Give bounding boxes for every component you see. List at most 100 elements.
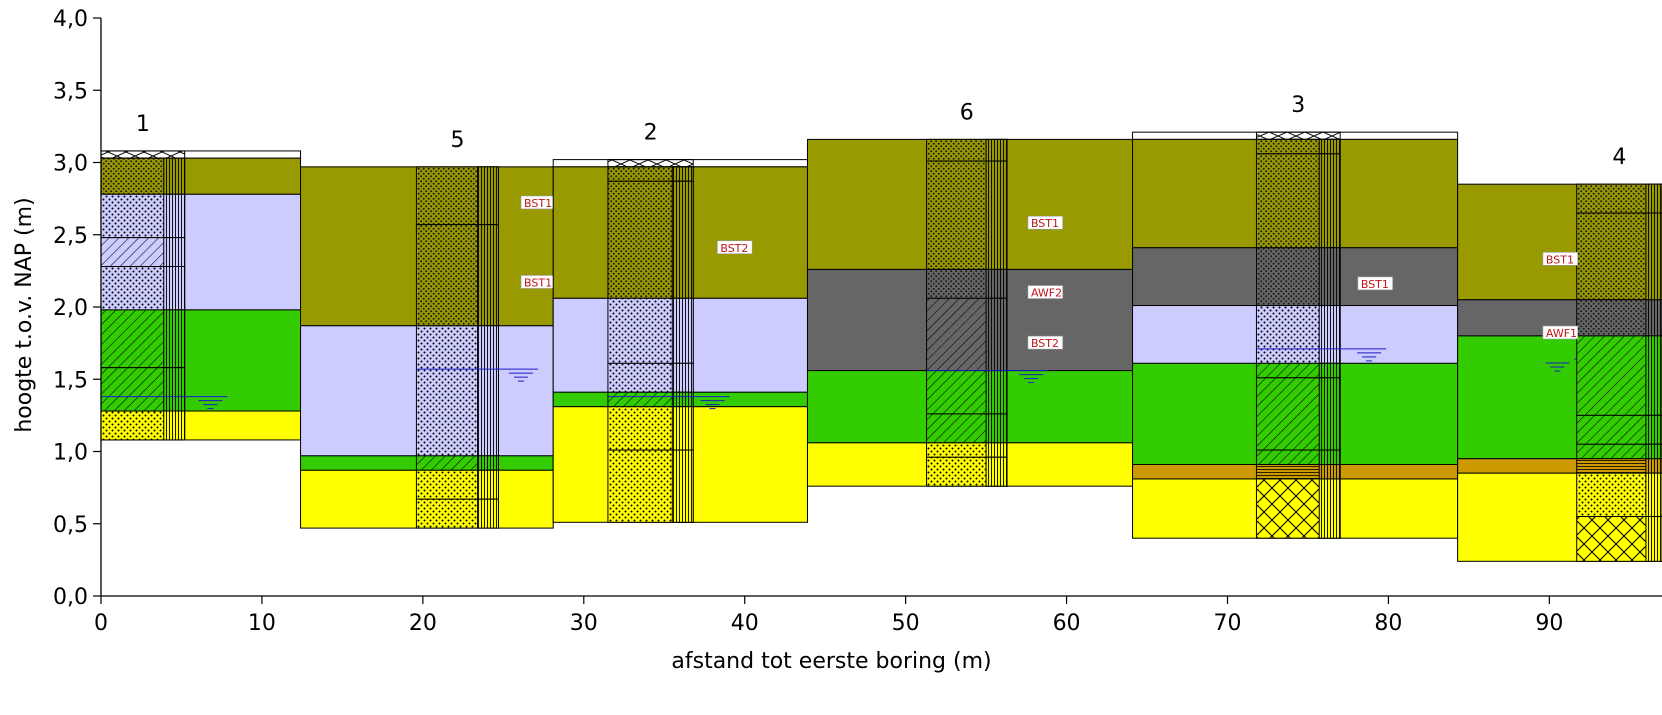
x-tick-label: 70 xyxy=(1213,611,1241,636)
column-strip-pattern xyxy=(1645,414,1662,445)
y-tick-label: 2,5 xyxy=(53,224,88,249)
column-strip-pattern xyxy=(985,442,1008,458)
y-axis-title: hoogte t.o.v. NAP (m) xyxy=(12,197,37,432)
borehole-3: 3 BST1 xyxy=(1132,93,1459,539)
column-strip-pattern xyxy=(671,180,694,299)
column-strip-pattern xyxy=(1645,443,1662,460)
x-tick-label: 60 xyxy=(1053,611,1081,636)
boreholes: 1 5 BST1 BST1 2 BST2 6 BST1 AWF2 BST2 3 BST1 4 BST1 AW… xyxy=(100,93,1662,562)
column-strip-pattern xyxy=(163,237,186,268)
sample-tag-box xyxy=(1027,285,1064,299)
column-strip-pattern xyxy=(1645,516,1662,562)
column-strip-pattern xyxy=(1645,472,1662,518)
y-tick-label: 0,5 xyxy=(53,513,88,538)
column-strip-pattern xyxy=(477,469,499,500)
sample-tag: AWF1 xyxy=(1546,327,1577,340)
sample-tag: BST2 xyxy=(1031,337,1059,350)
x-tick-label: 0 xyxy=(94,611,108,636)
y-axis-ticks: 0,0 0,5 1,0 1,5 2,0 2,5 3,0 3,5 4,0 xyxy=(53,7,101,610)
column-strip-pattern xyxy=(985,456,1008,487)
y-tick-label: 4,0 xyxy=(53,7,88,32)
y-tick-label: 3,0 xyxy=(53,152,88,177)
column-strip-pattern xyxy=(163,193,186,239)
sample-tag-box xyxy=(1542,252,1579,266)
column-strip-pattern xyxy=(671,166,694,182)
borehole-label: 2 xyxy=(644,121,658,146)
column-strip-pattern xyxy=(1318,305,1341,364)
column-strip-pattern xyxy=(985,160,1008,270)
borehole-label: 6 xyxy=(960,100,974,125)
sample-tag-box xyxy=(1027,335,1064,350)
column-strip-pattern xyxy=(1318,377,1341,451)
ground-surface-marker xyxy=(607,159,694,168)
column-strip-pattern xyxy=(1318,247,1341,307)
column-strip-pattern xyxy=(671,391,694,408)
column-strip-pattern xyxy=(1645,183,1662,214)
sample-tag: BST1 xyxy=(524,276,552,289)
borehole-1: 1 xyxy=(100,112,302,441)
ground-surface-marker xyxy=(1255,131,1341,140)
borehole-label: 4 xyxy=(1612,145,1626,170)
column-strip-pattern xyxy=(1318,449,1341,466)
sample-tag: AWF2 xyxy=(1031,287,1062,300)
column-strip-pattern xyxy=(985,138,1008,162)
column-strip-pattern xyxy=(1318,362,1341,379)
sample-tag: BST1 xyxy=(1546,253,1574,266)
column-strip-pattern xyxy=(477,325,499,457)
column-strip-pattern xyxy=(1318,478,1341,539)
column-strip-pattern xyxy=(985,370,1008,415)
borehole-6: 6 BST1 AWF2 BST2 xyxy=(806,100,1134,487)
y-tick-label: 1,0 xyxy=(53,441,88,466)
y-tick-label: 1,5 xyxy=(53,368,88,393)
column-strip-pattern xyxy=(671,406,694,451)
column-strip-pattern xyxy=(985,268,1008,299)
x-tick-label: 40 xyxy=(731,611,759,636)
column-strip-pattern xyxy=(163,410,186,441)
borehole-label: 3 xyxy=(1291,93,1305,118)
column-strip-pattern xyxy=(163,367,186,412)
column-strip-pattern xyxy=(671,362,694,393)
column-strip-pattern xyxy=(477,166,499,226)
column-strip-pattern xyxy=(477,498,499,529)
column-strip-pattern xyxy=(1645,212,1662,301)
column-strip-pattern xyxy=(163,157,186,195)
column-strip-pattern xyxy=(985,413,1008,444)
x-tick-label: 80 xyxy=(1374,611,1402,636)
column-strip-pattern xyxy=(163,266,186,311)
column-strip-pattern xyxy=(1318,138,1341,155)
column-strip-pattern xyxy=(671,449,694,523)
column-strip-pattern xyxy=(1645,335,1662,416)
borehole-2: 2 BST2 xyxy=(552,121,808,523)
axes: 0 10 20 30 40 50 60 70 80 90 0,0 0,5 1,0 1,5 2,0 2,5 3,… xyxy=(12,7,1662,674)
borehole-label: 5 xyxy=(450,128,464,153)
borehole-4: 4 BST1 AWF1 xyxy=(1457,145,1662,562)
x-axis-ticks: 0 10 20 30 40 50 60 70 80 90 xyxy=(94,596,1563,636)
x-tick-label: 30 xyxy=(570,611,598,636)
column-strip-pattern xyxy=(163,309,186,369)
column-strip-pattern xyxy=(671,297,694,364)
y-tick-label: 2,0 xyxy=(53,296,88,321)
x-tick-label: 20 xyxy=(409,611,437,636)
sample-tag: BST1 xyxy=(1031,217,1059,230)
ground-surface-marker xyxy=(100,150,186,159)
sample-tag-box xyxy=(717,240,753,255)
borehole-label: 1 xyxy=(136,112,150,137)
column-strip-pattern xyxy=(1645,299,1662,337)
x-tick-label: 90 xyxy=(1535,611,1563,636)
sample-tag: BST1 xyxy=(524,197,552,210)
sample-tag: BST2 xyxy=(720,242,748,255)
sample-tag-box xyxy=(1027,215,1064,230)
x-axis-title: afstand tot eerste boring (m) xyxy=(671,649,991,674)
column-strip-pattern xyxy=(477,455,499,471)
column-strip-pattern xyxy=(1318,153,1341,249)
x-tick-label: 10 xyxy=(248,611,276,636)
column-strip-pattern xyxy=(985,297,1008,372)
column-strip-pattern xyxy=(1645,458,1662,474)
column-strip-pattern xyxy=(477,224,499,327)
sample-tag-box xyxy=(1542,325,1579,340)
sample-tag: BST1 xyxy=(1361,278,1389,291)
column-strip-pattern xyxy=(1318,464,1341,480)
borehole-5: 5 BST1 BST1 xyxy=(300,128,557,529)
y-tick-label: 3,5 xyxy=(53,79,88,104)
